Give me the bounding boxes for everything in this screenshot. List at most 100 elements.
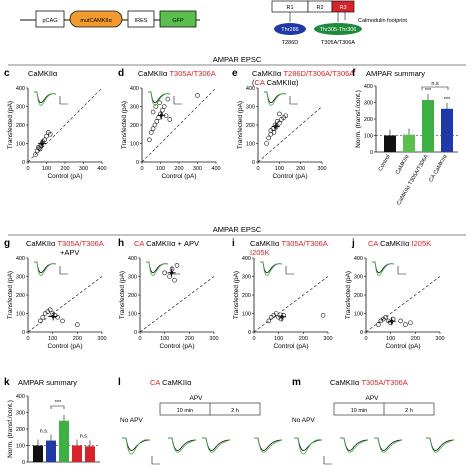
panel-letter-c: c <box>4 68 10 79</box>
point-e-9 <box>283 113 289 119</box>
trace-transfected-g <box>34 261 57 276</box>
y-tick-label-g-0: 0 <box>22 330 25 336</box>
scale-bar-i <box>285 266 294 275</box>
x-tick-label-g-3: 300 <box>97 336 106 342</box>
unity-line-i <box>253 276 329 333</box>
t10-label-m: 10 min <box>351 408 368 414</box>
apv-l-trace-green-1 <box>168 437 197 453</box>
panel-subtitle-e: (CA CaMKIIα) <box>252 78 299 87</box>
x-tick-label-g-0: 0 <box>26 336 29 342</box>
apv-timeline-l: No APV APV 10 min 2 h <box>120 395 261 424</box>
x-label-e: Control (pA) <box>272 173 307 180</box>
ns-label-f: n.s <box>431 81 439 87</box>
ires-box <box>127 10 155 28</box>
point-i-0 <box>266 318 272 324</box>
point-e-1 <box>266 135 271 141</box>
panel-title-h: CA CaMKIIα + APV <box>134 239 199 248</box>
y-tick-label-f-3: 300 <box>364 101 373 107</box>
mean-dot-j <box>390 319 394 323</box>
apv-m-trace-green-1 <box>340 437 369 453</box>
apv-l-trace-green-0 <box>122 437 151 455</box>
section2-title: AMPAR EPSC <box>213 225 262 234</box>
y-label-j: Transfected (pA) <box>345 271 352 319</box>
point-e-0 <box>264 141 269 146</box>
trace-transfected-e <box>264 91 287 106</box>
trace-transfected-c <box>34 91 57 106</box>
y-label-e: Transfected (pA) <box>237 101 244 149</box>
y-tick-label-h-3: 300 <box>128 275 137 281</box>
y-label-c: Transfected (pA) <box>7 101 14 149</box>
x-tick-label-c-4: 400 <box>97 166 106 172</box>
y-tick-label-c-0: 0 <box>22 160 25 166</box>
scale-bar-g <box>59 266 68 275</box>
panel-letter-j: j <box>351 238 355 249</box>
scale-bar-c <box>59 96 68 105</box>
y-tick-label-f-2: 200 <box>364 117 373 123</box>
ns1-label-k: n.s. <box>40 429 49 435</box>
point-c-7 <box>44 133 49 139</box>
domain-r2-label: R2 <box>316 5 323 11</box>
point-c-11 <box>37 146 43 152</box>
apv-timeline-m: No APV APV 10 min 2 h <box>292 395 435 424</box>
y-label-d: Transfected (pA) <box>121 101 128 149</box>
section1-title: AMPAR EPSC <box>213 55 262 64</box>
y-tick-label-d-1: 100 <box>130 142 139 148</box>
bar-k-2 <box>59 420 69 462</box>
no-apv-label-m: No APV <box>292 417 315 424</box>
apv-m-scale-bar <box>323 456 332 465</box>
unity-line-e <box>257 106 323 163</box>
y-tick-label-d-2: 200 <box>130 123 139 129</box>
trace-transfected-j <box>372 261 395 276</box>
gfp-label: GFP <box>172 18 184 24</box>
bar-f-1 <box>403 134 415 152</box>
x-label-c: Control (pA) <box>47 173 82 180</box>
x-tick-label-i-2: 200 <box>299 336 308 342</box>
y-tick-label-e-0: 0 <box>252 160 255 166</box>
y-tick-label-i-2: 200 <box>242 293 251 299</box>
x-tick-label-j-0: 0 <box>364 336 367 342</box>
y-tick-label-c-2: 200 <box>16 123 25 129</box>
panel-letter-m: m <box>292 377 301 388</box>
y-tick-label-k-1: 100 <box>16 444 25 450</box>
category-f-3: CA CaMKIIα <box>428 153 449 183</box>
bar-k-0 <box>33 445 43 462</box>
panel-letter-d: d <box>118 68 124 79</box>
y-tick-label-e-4: 400 <box>246 86 255 92</box>
bar-f-2 <box>422 100 434 152</box>
scale-bar-d <box>173 96 182 105</box>
panel-title-c: CaMKIIα <box>28 69 58 78</box>
y-tick-label-h-2: 200 <box>128 293 137 299</box>
unity-line-g <box>27 276 103 333</box>
mean-dot-c <box>40 141 44 146</box>
panel-letter-f: f <box>352 68 356 79</box>
ns-bracket-f <box>421 86 449 90</box>
y-tick-label-j-1: 100 <box>354 312 363 318</box>
x-tick-label-g-1: 100 <box>48 336 57 342</box>
t2h-label-l: 2 h <box>231 408 239 414</box>
unity-line-j <box>365 276 441 333</box>
point-h-1 <box>167 274 172 279</box>
panel-title-l: CA CaMKIIα <box>150 378 192 387</box>
mut-camkii-label: mutCAMKIIα <box>80 18 112 24</box>
point-d-15 <box>195 93 200 98</box>
trace-transfected-h <box>146 261 169 276</box>
apv-l-scale-bar <box>151 456 160 465</box>
y-tick-label-j-2: 200 <box>354 293 363 299</box>
x-tick-label-h-2: 200 <box>185 336 194 342</box>
point-j-0 <box>376 322 381 327</box>
y-tick-label-g-1: 100 <box>16 312 25 318</box>
panel-letter-e: e <box>232 68 238 79</box>
pcag-label: pCAG <box>43 18 58 24</box>
x-tick-label-h-1: 100 <box>160 336 169 342</box>
point-h-0 <box>162 270 167 276</box>
point-d-2 <box>150 126 156 131</box>
panel-letter-i: i <box>232 238 235 249</box>
point-g-1 <box>40 314 46 320</box>
point-g-8 <box>60 318 65 324</box>
panel-subtitle-i: I205K <box>250 248 270 257</box>
sig-bracket-k <box>50 405 65 409</box>
point-g-7 <box>55 314 60 320</box>
point-d-14 <box>165 96 171 102</box>
mean-dot-d <box>159 113 163 118</box>
point-d-1 <box>148 130 154 135</box>
